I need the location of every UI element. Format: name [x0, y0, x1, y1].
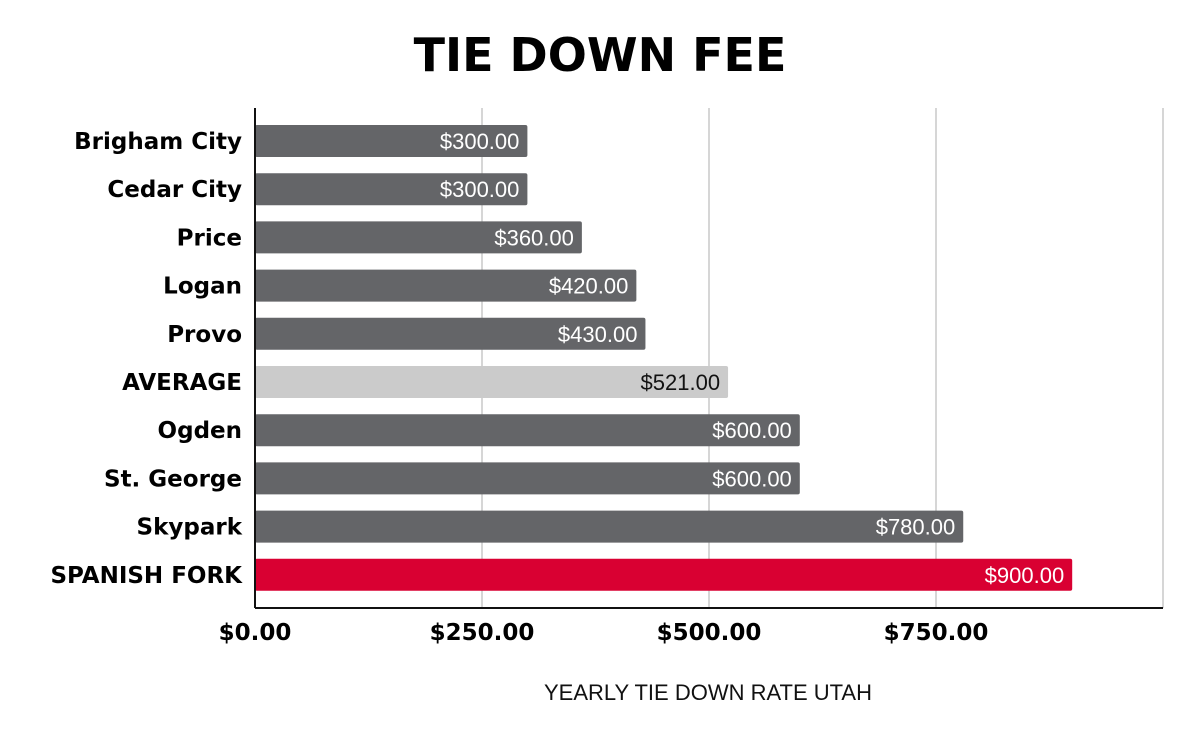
data-label-6: $600.00 — [712, 418, 792, 443]
x-tick-label-0: $0.00 — [219, 620, 292, 646]
bar-6 — [255, 414, 800, 447]
data-label-0: $300.00 — [440, 129, 520, 154]
data-label-2: $360.00 — [494, 225, 574, 250]
x-tick-label-1: $250.00 — [430, 620, 535, 646]
data-label-7: $600.00 — [712, 466, 792, 491]
x-tick-label-2: $500.00 — [657, 620, 762, 646]
axes: Brigham City Cedar City Price Logan Provo AVE… — [50, 108, 1163, 646]
bar-3 — [255, 269, 637, 302]
data-label-9: $900.00 — [985, 563, 1065, 588]
data-label-1: $300.00 — [440, 177, 520, 202]
category-label-6: Ogden — [158, 418, 242, 444]
bar-5 — [255, 366, 729, 398]
bar-1 — [255, 173, 528, 206]
bar-4 — [255, 317, 646, 350]
category-label-5: AVERAGE — [122, 370, 242, 396]
chart-title: TIE DOWN FEE — [413, 28, 787, 82]
x-axis-title: YEARLY TIE DOWN RATE UTAH — [544, 680, 872, 705]
data-label-8: $780.00 — [876, 515, 956, 540]
data-label-3: $420.00 — [549, 274, 629, 299]
category-label-4: Provo — [167, 322, 242, 348]
category-label-7: St. George — [104, 466, 242, 492]
data-label-4: $430.00 — [558, 322, 638, 347]
category-label-2: Price — [177, 225, 242, 251]
bar-2 — [255, 221, 582, 254]
category-label-1: Cedar City — [107, 177, 242, 203]
bar-0 — [255, 125, 528, 157]
data-label-5: $521.00 — [641, 370, 721, 395]
x-tick-label-3: $750.00 — [884, 620, 989, 646]
bar-8 — [255, 510, 964, 543]
bar-7 — [255, 462, 800, 495]
category-label-9: SPANISH FORK — [50, 563, 243, 589]
bars: $300.00 $300.00 $360.00 $420.00 $430.00$521.… — [255, 125, 1073, 591]
bar-9 — [255, 558, 1073, 591]
category-label-3: Logan — [163, 274, 242, 300]
category-label-0: Brigham City — [74, 129, 242, 155]
category-label-8: Skypark — [137, 515, 243, 541]
